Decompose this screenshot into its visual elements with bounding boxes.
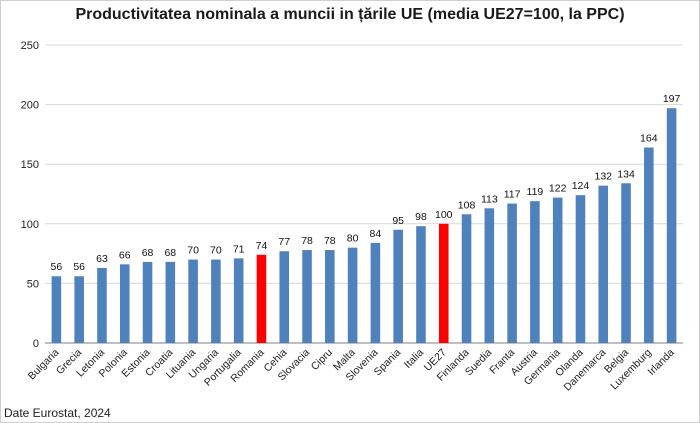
y-tick-label: 150 <box>21 159 39 171</box>
bar-danemarca <box>598 185 609 343</box>
y-tick-label: 200 <box>21 100 39 112</box>
data-label-ungaria: 70 <box>210 245 222 257</box>
bar-malta <box>347 247 358 343</box>
bar-grecia <box>74 276 84 343</box>
bar-cipru <box>325 250 335 343</box>
data-label-irlanda: 197 <box>663 93 681 105</box>
y-tick-label: 100 <box>21 219 39 231</box>
data-label-belgia: 134 <box>617 168 635 180</box>
bar-italia <box>416 226 426 343</box>
data-label-suedia: 113 <box>481 193 498 205</box>
x-tick-label-cipru: Cipru <box>309 347 335 373</box>
data-label-ue27: 100 <box>435 209 453 221</box>
data-label-italia: 98 <box>415 211 427 223</box>
bar-slovenia <box>370 242 381 343</box>
data-label-grecia: 56 <box>73 261 85 273</box>
y-axis: 0 50 100 150 200 250 <box>21 40 39 350</box>
x-tick-label-bulgaria: Bulgaria <box>26 347 62 383</box>
bar-germania <box>552 197 563 343</box>
bar-cehia <box>279 251 290 343</box>
x-tick-label-irlanda: Irlanda <box>646 347 677 378</box>
bar-franta <box>507 203 517 343</box>
data-label-malta: 80 <box>347 233 359 245</box>
bar-austria <box>530 201 540 343</box>
data-label-luxemburg: 164 <box>640 133 658 145</box>
data-label-spania: 95 <box>392 215 404 227</box>
bar-polonia <box>119 264 130 343</box>
data-label-austria: 119 <box>527 186 544 198</box>
bar-ungaria <box>211 259 221 343</box>
y-tick-label: 0 <box>33 338 39 350</box>
data-label-danemarca: 132 <box>594 171 612 183</box>
data-label-portugalia: 71 <box>233 243 245 255</box>
data-label-letonia: 63 <box>96 253 108 265</box>
data-label-olanda: 124 <box>572 180 590 192</box>
bar-letonia <box>97 267 107 343</box>
data-label-croatia: 68 <box>164 247 176 259</box>
y-tick-label: 50 <box>27 278 39 290</box>
data-label-estonia: 68 <box>142 247 154 259</box>
bar-suedia <box>484 208 495 343</box>
bar-finlanda <box>461 214 472 343</box>
bar-bulgaria <box>51 276 62 343</box>
data-label-finlanda: 108 <box>458 199 476 211</box>
bar-spania <box>393 229 403 343</box>
bar-slovacia <box>302 250 312 343</box>
bar-estonia <box>142 261 153 343</box>
data-label-lituania: 70 <box>187 245 199 257</box>
data-label-slovenia: 84 <box>370 228 382 240</box>
bar-luxemburg <box>644 147 654 343</box>
data-label-polonia: 66 <box>119 249 131 261</box>
bars <box>51 108 677 344</box>
data-label-bulgaria: 56 <box>51 261 63 273</box>
data-labels: 56 56 63 66 68 68 70 70 71 74 77 78 78 80 84 95 98 100 108… <box>51 93 681 273</box>
source-note: Date Eurostat, 2024 <box>4 406 111 420</box>
data-label-cehia: 77 <box>278 236 290 248</box>
bar-belgia <box>621 183 631 343</box>
y-tick-label: 250 <box>21 40 39 52</box>
data-label-romania: 74 <box>256 240 268 252</box>
bar-ue27 <box>438 223 449 343</box>
data-label-germania: 122 <box>549 183 567 195</box>
bar-croatia <box>165 261 176 343</box>
bar-irlanda <box>666 108 677 344</box>
x-axis-labels: BulgariaGreciaLetoniaPoloniaEstoniaCroat… <box>26 347 677 394</box>
bar-lituania <box>188 259 198 343</box>
data-label-franta: 117 <box>504 189 521 201</box>
chart-title: Productivitatea nominala a muncii in țăr… <box>75 6 625 23</box>
bar-portugalia <box>233 258 244 343</box>
gridlines <box>45 44 683 344</box>
data-label-slovacia: 78 <box>301 235 313 247</box>
data-label-cipru: 78 <box>324 235 336 247</box>
bar-olanda <box>575 195 586 343</box>
bar-romania <box>256 254 267 343</box>
